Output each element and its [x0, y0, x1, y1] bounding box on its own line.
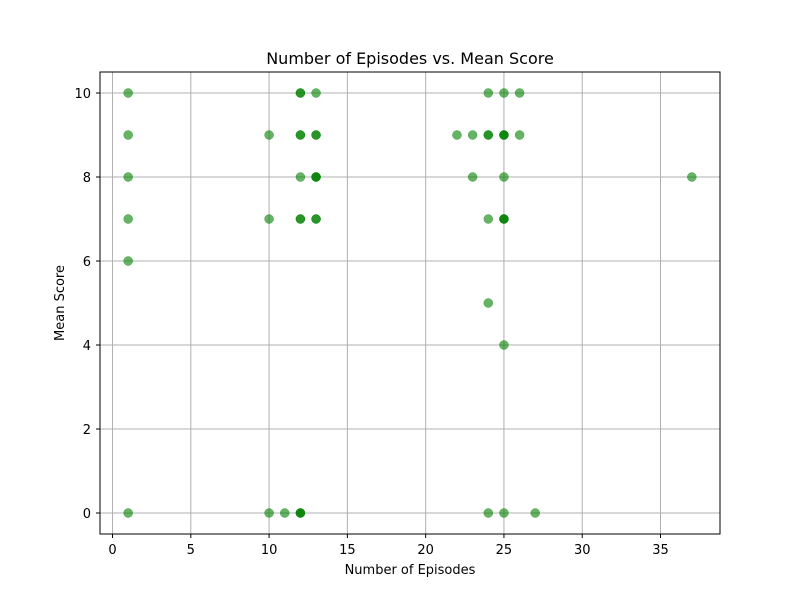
data-point [295, 172, 306, 182]
x-tick-label: 35 [652, 543, 669, 558]
y-tick-label: 6 [83, 255, 91, 270]
y-tick-label: 10 [74, 87, 91, 102]
data-point [499, 508, 509, 518]
y-tick-label: 4 [83, 339, 91, 354]
y-tick-label: 2 [83, 423, 91, 438]
data-point [467, 172, 478, 182]
data-point [295, 88, 306, 98]
x-tick-label: 0 [108, 543, 116, 558]
axis-ticks: 0 5 10 15 20 25 30 35 0 2 4 6 8 10 [74, 87, 668, 558]
x-tick-label: 5 [187, 543, 195, 558]
data-point [467, 130, 478, 140]
data-point [483, 130, 494, 140]
data-point [530, 508, 541, 518]
data-point [295, 214, 306, 224]
data-point [483, 508, 494, 518]
data-point [499, 130, 509, 140]
data-points [123, 88, 697, 518]
data-point [295, 508, 306, 518]
data-point [264, 214, 274, 224]
data-point [123, 130, 133, 140]
x-tick-label: 10 [261, 543, 278, 558]
plot-frame [99, 71, 721, 535]
data-point [123, 256, 133, 266]
x-tick-label: 30 [574, 543, 591, 558]
data-point [452, 130, 462, 140]
data-point [123, 214, 133, 224]
x-tick-label: 20 [417, 543, 434, 558]
data-point [311, 88, 321, 98]
data-point [123, 508, 133, 518]
data-point [687, 172, 697, 182]
x-tick-label: 25 [496, 543, 513, 558]
chart-title: Number of Episodes vs. Mean Score [266, 49, 554, 68]
data-point [123, 172, 133, 182]
x-axis-label: Number of Episodes [345, 563, 476, 578]
x-tick-label: 15 [339, 543, 356, 558]
data-point [514, 88, 525, 98]
data-point [295, 130, 306, 140]
data-point [514, 130, 525, 140]
data-point [311, 172, 321, 182]
data-point [499, 214, 509, 224]
data-point [311, 130, 321, 140]
data-point [264, 130, 274, 140]
data-point [123, 88, 133, 98]
data-point [499, 340, 509, 350]
data-point [483, 88, 494, 98]
y-tick-label: 8 [83, 171, 91, 186]
grid-lines [100, 72, 720, 534]
data-point [279, 508, 290, 518]
data-point [264, 508, 274, 518]
y-tick-label: 0 [83, 507, 91, 522]
data-point [499, 172, 509, 182]
data-point [483, 298, 494, 308]
data-point [483, 214, 494, 224]
data-point [311, 214, 321, 224]
y-axis-label: Mean Score [53, 265, 68, 341]
data-point [499, 88, 509, 98]
